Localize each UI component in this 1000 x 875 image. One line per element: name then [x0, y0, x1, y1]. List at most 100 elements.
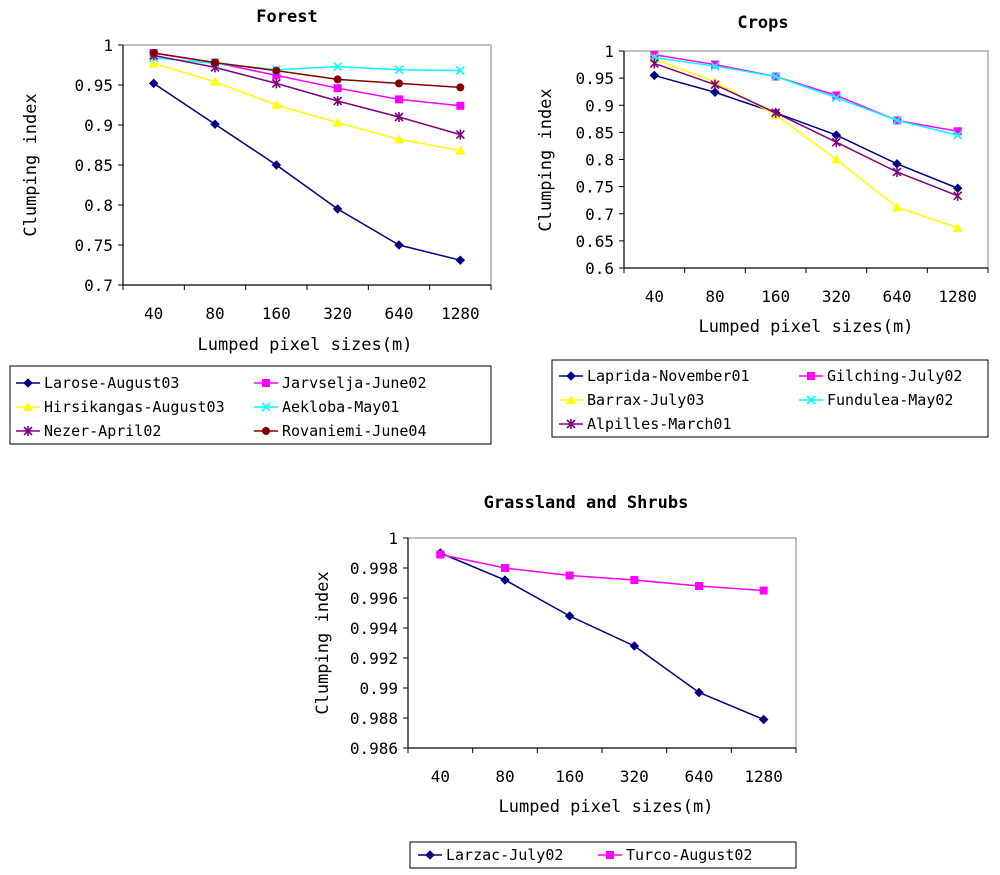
y-tick-label: 0.7	[84, 276, 113, 295]
data-point	[952, 222, 963, 232]
data-point	[271, 100, 282, 109]
data-point	[394, 65, 404, 75]
data-point	[455, 66, 465, 76]
y-tick-label: 0.9	[585, 96, 614, 115]
data-point	[629, 641, 640, 651]
data-point	[694, 687, 704, 698]
x-tick-label: 320	[620, 767, 649, 786]
x-tick-label: 320	[822, 287, 851, 306]
x-axis-label: Lumped pixel sizes(m)	[699, 317, 914, 337]
series-line	[153, 62, 461, 152]
data-point	[332, 117, 343, 127]
x-tick-label: 640	[385, 304, 414, 323]
legend-marker	[425, 850, 435, 860]
data-point	[953, 127, 962, 136]
legend-box	[9, 365, 492, 445]
legend: Laprida-November01 Gilching-July02 Barrax-…	[551, 359, 989, 438]
y-tick-label: 0.994	[350, 619, 398, 638]
legend-label: Turco-August02	[626, 846, 752, 864]
y-tick-label: 0.85	[74, 156, 113, 175]
data-point	[149, 49, 158, 57]
chart-title: Forest	[256, 7, 317, 27]
legend-label: Fundulea-May02	[827, 391, 953, 409]
series-line	[440, 552, 764, 721]
y-axis-label: Clumping index	[536, 88, 556, 231]
data-point	[394, 240, 404, 250]
data-point	[831, 137, 841, 148]
legend-label: Nezer-April02	[44, 422, 161, 440]
legend-marker	[23, 402, 33, 411]
legend-marker	[566, 395, 576, 404]
data-point	[630, 576, 639, 584]
data-point	[892, 202, 902, 212]
data-point	[771, 107, 781, 118]
data-point	[710, 61, 720, 71]
data-point	[271, 78, 281, 89]
series-line	[153, 57, 461, 72]
y-tick-label: 0.65	[575, 232, 614, 251]
legend-label: Hirsikangas-August03	[44, 398, 225, 416]
plot-area	[623, 50, 989, 269]
data-point	[892, 115, 902, 126]
chart-title: Crops	[737, 13, 788, 33]
y-tick-label: 0.8	[585, 151, 614, 170]
data-point	[210, 76, 220, 86]
data-point	[649, 70, 660, 81]
data-point	[456, 101, 465, 110]
series-line	[654, 56, 958, 136]
legend: Larzac-July02 Turco-August02	[409, 841, 797, 869]
legend-marker	[606, 851, 614, 859]
data-point	[711, 60, 719, 69]
series-2	[148, 58, 466, 155]
data-point	[565, 571, 574, 580]
legend-label: Aekloba-May01	[282, 398, 399, 416]
data-point	[436, 550, 445, 559]
legend-marker	[806, 395, 816, 405]
data-point	[148, 58, 159, 68]
y-tick-label: 0.998	[350, 559, 398, 578]
y-axis-label: Clumping index	[313, 571, 333, 714]
data-point	[771, 71, 781, 82]
series-line	[153, 52, 461, 89]
legend-marker	[261, 402, 271, 412]
legend-label: Barrax-July03	[587, 391, 704, 409]
plot-area	[407, 537, 797, 749]
x-axis-label: Lumped pixel sizes(m)	[198, 335, 413, 355]
data-point	[564, 611, 575, 621]
data-point	[649, 58, 659, 69]
y-tick-label: 1	[388, 529, 398, 548]
chart-0: Forest 0.7 0.75 0.8 0.85 0.9 0.95 1 40 80 160 320 64…	[9, 7, 492, 445]
chart-title: Grassland and Shrubs	[484, 493, 689, 513]
series-5	[149, 49, 465, 92]
y-tick-label: 0.8	[84, 196, 113, 215]
y-tick-label: 0.99	[359, 679, 398, 698]
series-1	[436, 550, 768, 595]
data-point	[456, 83, 465, 92]
data-point	[333, 75, 342, 84]
x-tick-label: 160	[761, 287, 790, 306]
data-point	[455, 255, 466, 266]
data-point	[272, 71, 281, 80]
data-point	[758, 714, 769, 725]
series-line	[153, 54, 461, 136]
data-point	[831, 154, 842, 164]
series-0	[148, 78, 466, 266]
data-point	[953, 190, 963, 201]
series-4	[649, 58, 963, 201]
y-axis-label: Clumping index	[21, 93, 41, 236]
legend-label: Larzac-July02	[446, 846, 563, 864]
y-tick-label: 0.992	[350, 649, 398, 668]
legend-marker	[23, 378, 33, 388]
data-point	[759, 586, 768, 595]
series-line	[153, 82, 461, 261]
x-tick-label: 320	[323, 304, 352, 323]
x-tick-label: 640	[883, 287, 912, 306]
x-tick-label: 640	[685, 767, 714, 786]
legend-marker	[262, 427, 270, 435]
legend-marker	[807, 372, 815, 380]
y-tick-label: 0.95	[575, 69, 614, 88]
data-point	[211, 58, 219, 67]
y-tick-label: 0.988	[350, 709, 398, 728]
data-point	[501, 564, 509, 572]
